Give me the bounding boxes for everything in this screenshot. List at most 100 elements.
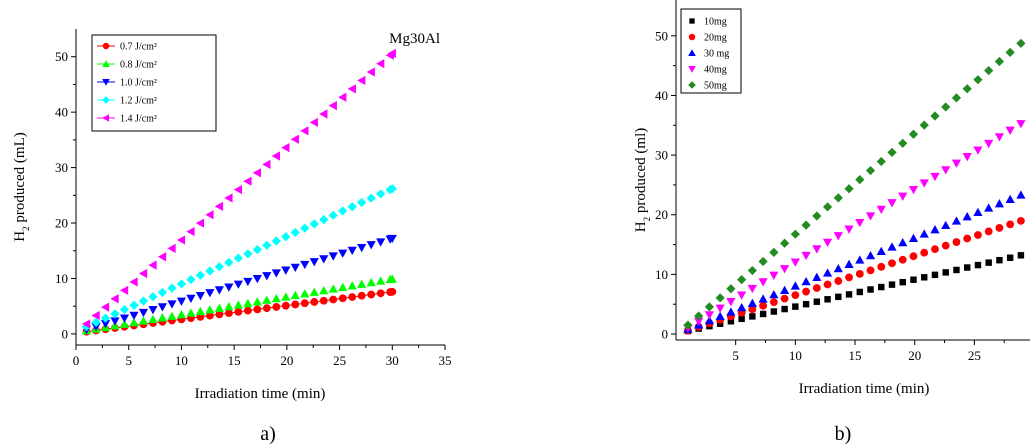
data-point bbox=[1017, 252, 1025, 259]
data-point bbox=[119, 285, 129, 295]
data-point bbox=[281, 266, 291, 275]
data-point bbox=[822, 238, 833, 247]
data-point bbox=[376, 189, 386, 199]
data-point bbox=[941, 102, 951, 112]
data-point bbox=[186, 308, 196, 317]
data-point bbox=[252, 244, 262, 255]
data-point bbox=[694, 317, 704, 327]
legend-label: 1.4 J/cm² bbox=[120, 114, 157, 125]
data-point bbox=[328, 284, 338, 293]
data-point bbox=[856, 288, 864, 296]
legend-marker bbox=[102, 78, 110, 86]
data-point bbox=[759, 301, 768, 310]
data-point bbox=[271, 151, 280, 161]
data-point bbox=[214, 262, 224, 272]
data-point bbox=[252, 168, 262, 178]
data-point bbox=[790, 258, 800, 267]
y-axis-title-rest: produced (mL) bbox=[12, 132, 28, 226]
data-point bbox=[715, 311, 725, 320]
data-point bbox=[802, 287, 810, 296]
x-tick-label: 5 bbox=[125, 353, 132, 368]
data-point bbox=[974, 261, 982, 269]
data-point bbox=[973, 75, 983, 85]
x-tick-label: 25 bbox=[968, 348, 981, 363]
data-point bbox=[898, 138, 908, 148]
data-point bbox=[328, 252, 338, 261]
data-point bbox=[973, 146, 983, 155]
data-point bbox=[224, 301, 234, 311]
data-point bbox=[262, 159, 271, 170]
x-tick-label: 5 bbox=[732, 348, 739, 363]
data-point bbox=[985, 259, 992, 266]
data-point bbox=[262, 304, 271, 313]
legend-label: 10mg bbox=[704, 17, 727, 28]
data-point bbox=[865, 212, 876, 221]
legend-label: 30 mg bbox=[704, 49, 729, 60]
data-point bbox=[801, 277, 811, 286]
data-point bbox=[920, 248, 929, 257]
data-point bbox=[300, 289, 310, 298]
data-point bbox=[791, 291, 800, 300]
data-point bbox=[801, 251, 811, 261]
data-point bbox=[243, 249, 253, 259]
y-tick-label: 10 bbox=[655, 267, 668, 282]
data-point bbox=[148, 260, 157, 270]
y-tick-label: 40 bbox=[55, 105, 68, 120]
data-point bbox=[119, 314, 130, 323]
data-point bbox=[252, 297, 262, 306]
data-point bbox=[887, 147, 897, 157]
series-4 bbox=[81, 48, 396, 329]
data-point bbox=[844, 259, 854, 268]
series-3 bbox=[81, 184, 397, 332]
series-2 bbox=[683, 190, 1026, 333]
y-axis-title: H2 produced (mL) bbox=[12, 132, 31, 241]
data-point bbox=[366, 67, 375, 77]
y-tick-label: 0 bbox=[62, 326, 69, 341]
data-point bbox=[167, 243, 176, 253]
data-point bbox=[387, 274, 397, 283]
y-axis-title-subscript: 2 bbox=[642, 217, 652, 222]
data-point bbox=[347, 202, 357, 212]
x-tick-label: 35 bbox=[439, 353, 452, 368]
data-point bbox=[822, 268, 833, 277]
data-point bbox=[749, 313, 756, 320]
data-point bbox=[338, 282, 348, 292]
data-point bbox=[845, 273, 853, 282]
data-point bbox=[271, 269, 281, 278]
data-point bbox=[205, 266, 215, 276]
legend-marker bbox=[688, 33, 696, 41]
data-point bbox=[942, 269, 949, 276]
data-point bbox=[138, 296, 149, 306]
data-point bbox=[262, 295, 272, 304]
data-point bbox=[214, 286, 224, 295]
data-point bbox=[704, 315, 715, 325]
x-tick-label: 15 bbox=[228, 353, 241, 368]
data-point bbox=[262, 272, 272, 281]
series-3 bbox=[683, 120, 1026, 333]
data-point bbox=[812, 284, 821, 292]
data-point bbox=[224, 309, 233, 318]
data-point bbox=[995, 224, 1004, 232]
legend-marker bbox=[102, 60, 110, 68]
data-point bbox=[952, 238, 961, 246]
data-point bbox=[243, 306, 252, 315]
series-2 bbox=[81, 234, 397, 335]
data-point bbox=[195, 218, 205, 228]
data-point bbox=[908, 185, 919, 195]
data-point bbox=[727, 318, 735, 325]
data-point bbox=[898, 192, 908, 201]
data-point bbox=[1016, 216, 1025, 225]
data-point bbox=[910, 276, 917, 283]
data-point bbox=[919, 179, 929, 188]
data-point bbox=[866, 266, 875, 275]
legend-label: 0.7 J/cm² bbox=[120, 42, 157, 53]
data-point bbox=[290, 134, 299, 144]
data-point bbox=[215, 310, 224, 319]
legend-marker bbox=[102, 96, 110, 104]
data-point bbox=[758, 256, 768, 267]
y-tick-label: 10 bbox=[55, 271, 68, 286]
y-tick-label: 30 bbox=[55, 160, 68, 175]
data-point bbox=[715, 293, 725, 303]
data-point bbox=[157, 287, 168, 298]
x-tick-label: 25 bbox=[333, 353, 346, 368]
